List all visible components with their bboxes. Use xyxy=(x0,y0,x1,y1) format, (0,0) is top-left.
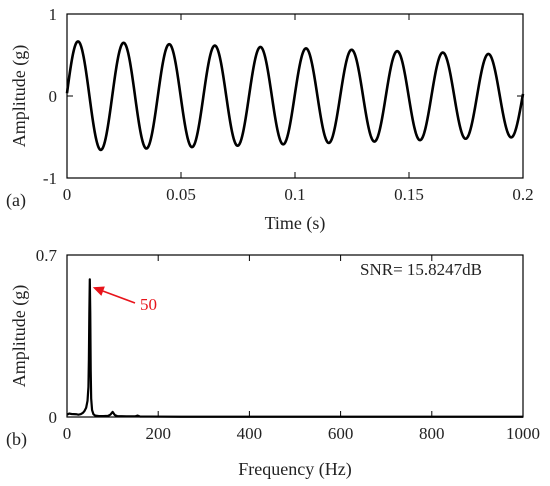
panel-b-x-tick-label: 0 xyxy=(63,424,72,443)
panel-a-series-line xyxy=(65,40,525,152)
panel-a-y-tick-label: 0 xyxy=(49,87,58,106)
panel-a-x-axis-title: Time (s) xyxy=(265,213,326,234)
panel-a-y-tick-label: -1 xyxy=(43,169,57,188)
panel-a-label: (a) xyxy=(6,190,26,211)
panel-b-y-tick-label: 0 xyxy=(49,408,58,427)
panel-a-y-tick-label: 1 xyxy=(49,5,58,24)
panel-b-tick-labels: 0 200 400 600 800 1000 0 0.7 xyxy=(36,246,540,443)
panel-b-x-tick-label: 800 xyxy=(419,424,445,443)
panel-b-y-tick-label: 0.7 xyxy=(36,246,58,265)
panel-a-x-tick-label: 0.2 xyxy=(512,185,533,204)
panel-b-x-tick-label: 600 xyxy=(328,424,354,443)
peak-arrowhead xyxy=(92,286,105,296)
peak-arrow xyxy=(102,290,136,304)
panel-b-x-tick-label: 400 xyxy=(237,424,263,443)
panel-b-label: (b) xyxy=(6,429,27,450)
panel-a-x-tick-label: 0.1 xyxy=(284,185,305,204)
panel-a-y-axis-title: Amplitude (g) xyxy=(9,45,30,147)
panel-b-x-axis-title: Frequency (Hz) xyxy=(238,459,351,480)
snr-annotation: SNR= 15.8247dB xyxy=(360,260,482,279)
peak-annotation-label: 50 xyxy=(140,295,157,314)
panel-a-x-tick-label: 0.15 xyxy=(394,185,424,204)
panel-a-x-tick-label: 0 xyxy=(63,185,72,204)
panel-b-axes-frame xyxy=(66,254,524,418)
panel-b-ticks xyxy=(66,254,524,418)
panel-a: 0 0.05 0.1 0.15 0.2 -1 0 1 (a) Time (s) Amplitu… xyxy=(6,5,534,234)
panel-b-x-tick-label: 200 xyxy=(145,424,171,443)
panel-a-tick-labels: 0 0.05 0.1 0.15 0.2 -1 0 1 xyxy=(43,5,534,204)
panel-a-ticks xyxy=(66,13,524,179)
panel-b-series-line xyxy=(66,278,523,418)
panel-b-y-axis-title: Amplitude (g) xyxy=(9,285,30,387)
panel-b-x-tick-label: 1000 xyxy=(506,424,540,443)
panel-a-x-tick-label: 0.05 xyxy=(166,185,196,204)
